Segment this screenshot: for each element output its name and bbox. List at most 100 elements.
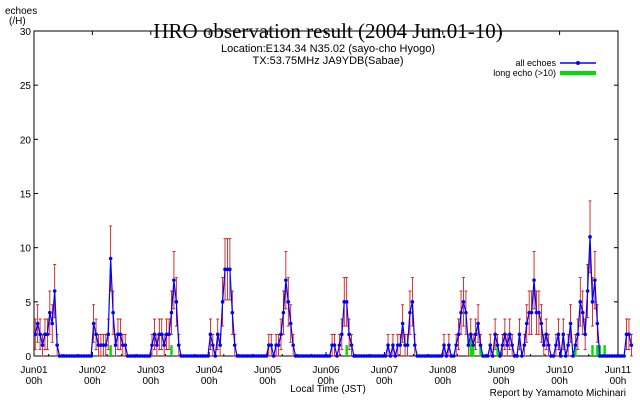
all-echoes-point — [405, 343, 410, 347]
long-echo-bar — [345, 345, 348, 356]
all-echoes-point — [208, 332, 213, 337]
all-echoes-point — [576, 332, 580, 337]
all-echoes-point — [568, 321, 573, 326]
x-tick-hour-label: 00h — [259, 376, 276, 387]
all-echoes-point — [398, 343, 403, 347]
all-echoes-point — [442, 343, 446, 347]
x-axis: Jun0100hJun0200hJun0300hJun0400hJun0500h… — [20, 31, 632, 387]
all-echoes-point — [488, 343, 493, 347]
long-echo-bar — [574, 345, 577, 356]
all-echoes-point — [215, 332, 220, 337]
all-echoes-point — [349, 343, 354, 347]
x-tick-day-label: Jun08 — [429, 365, 457, 376]
x-tick-hour-label: 00h — [84, 376, 101, 387]
all-echoes-point — [595, 321, 600, 326]
x-tick-hour-label: 00h — [26, 376, 43, 387]
x-tick-hour-label: 00h — [434, 376, 451, 387]
all-echoes-point — [585, 289, 590, 293]
all-echoes-point — [454, 343, 458, 347]
legend-label-long-echo: long echo (>10) — [493, 68, 556, 78]
all-echoes-point — [228, 267, 232, 272]
all-echoes-point — [91, 321, 96, 326]
x-tick-hour-label: 00h — [376, 376, 393, 387]
all-echoes-point — [176, 343, 181, 347]
all-echoes-point — [563, 354, 568, 358]
all-echoes-point — [622, 354, 626, 358]
all-echoes-point — [456, 332, 461, 337]
all-echoes-point — [510, 343, 514, 347]
legend-label-all-echoes: all echoes — [515, 58, 556, 68]
all-echoes-point — [55, 343, 59, 347]
all-echoes-point — [286, 300, 291, 304]
all-echoes-point — [40, 343, 45, 347]
all-echoes-point — [332, 343, 337, 347]
all-echoes-point — [288, 321, 293, 326]
y-tick-label: 10 — [20, 244, 32, 255]
long-echo-bar — [469, 334, 472, 356]
all-echoes-point — [108, 256, 113, 261]
all-echoes-point — [218, 343, 222, 347]
all-echoes-point — [45, 332, 50, 337]
y-tick-label: 25 — [20, 81, 32, 92]
all-echoes-point — [52, 289, 57, 293]
all-echoes-point — [281, 310, 286, 315]
x-tick-day-label: Jun01 — [20, 365, 48, 376]
all-echoes-point — [464, 310, 468, 315]
all-echoes-point — [162, 343, 166, 347]
all-echoes-point — [174, 300, 179, 304]
x-tick-hour-label: 00h — [142, 376, 159, 387]
x-tick-day-label: Jun07 — [371, 365, 399, 376]
all-echoes-point — [33, 332, 38, 337]
all-echoes-point — [537, 310, 541, 315]
all-echoes-point — [493, 332, 497, 337]
all-echoes-point — [444, 354, 449, 358]
long-echo-bar — [109, 345, 112, 356]
all-echoes-point — [539, 321, 544, 326]
all-echoes-point — [111, 310, 115, 315]
x-tick-day-label: Jun06 — [312, 365, 340, 376]
all-echoes-point — [340, 332, 344, 337]
all-echoes-point — [447, 343, 451, 347]
all-echoes-point — [556, 332, 561, 337]
all-echoes-point — [413, 343, 417, 347]
all-echoes-point — [383, 354, 388, 358]
all-echoes-point — [520, 354, 524, 358]
all-echoes-point — [94, 332, 98, 337]
all-echoes-point — [580, 310, 585, 315]
all-echoes-point — [459, 310, 463, 315]
all-echoes-point — [391, 343, 395, 347]
all-echoes-point — [50, 321, 55, 326]
all-echoes-point — [113, 343, 118, 347]
all-echoes-point — [627, 332, 631, 337]
all-echoes-point — [410, 300, 415, 304]
all-echoes-point — [571, 354, 575, 358]
x-tick-day-label: Jun11 — [605, 365, 632, 376]
all-echoes-point — [169, 310, 174, 315]
all-echoes-point — [269, 343, 274, 347]
all-echoes-point — [220, 300, 225, 304]
all-echoes-point — [393, 354, 398, 358]
all-echoes-point — [48, 310, 52, 315]
all-echoes-point — [206, 354, 210, 358]
all-echoes-point — [554, 343, 558, 347]
all-echoes-point — [388, 354, 393, 358]
y-tick-label: 5 — [25, 298, 31, 309]
x-tick-day-label: Jun02 — [79, 365, 107, 376]
long-echo-bar — [496, 345, 499, 356]
plot-frame — [33, 30, 619, 357]
x-tick-day-label: Jun03 — [137, 365, 165, 376]
all-echoes-point — [279, 332, 283, 337]
x-tick-hour-label: 00h — [610, 376, 627, 387]
y-tick-label: 30 — [20, 27, 32, 38]
y-axis-unit: (/H) — [9, 16, 26, 27]
long-echo-bars — [109, 334, 606, 356]
all-echoes-point — [590, 300, 595, 304]
all-echoes-point — [524, 321, 529, 326]
long-echo-bar — [170, 345, 173, 356]
all-echoes-point — [498, 354, 502, 358]
all-echoes-point — [155, 343, 159, 347]
all-echoes-point — [544, 332, 549, 337]
x-tick-hour-label: 00h — [551, 376, 568, 387]
all-echoes-point — [232, 343, 237, 347]
all-echoes-point — [507, 332, 512, 337]
